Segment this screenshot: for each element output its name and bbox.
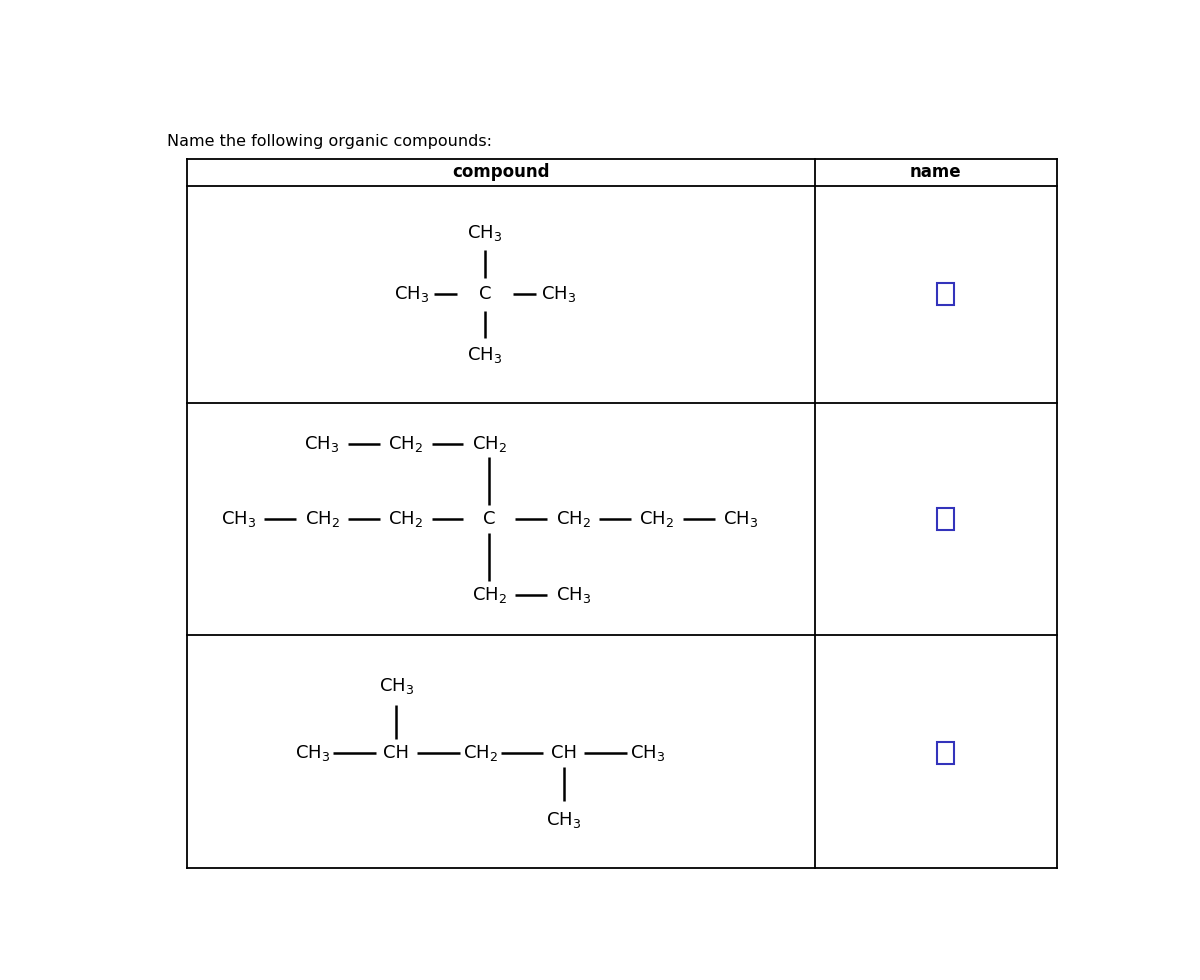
Text: CH$_2$: CH$_2$ xyxy=(472,433,506,454)
Text: CH$_3$: CH$_3$ xyxy=(467,346,503,366)
Text: C: C xyxy=(479,285,491,303)
Text: CH$_2$: CH$_2$ xyxy=(389,433,424,454)
Text: CH$_3$: CH$_3$ xyxy=(305,433,340,454)
Text: CH$_3$: CH$_3$ xyxy=(379,675,414,696)
Text: compound: compound xyxy=(452,164,550,181)
Text: CH$_3$: CH$_3$ xyxy=(540,284,576,304)
Text: CH$_2$: CH$_2$ xyxy=(472,584,506,605)
Text: Name the following organic compounds:: Name the following organic compounds: xyxy=(167,134,492,149)
Text: CH$_3$: CH$_3$ xyxy=(556,584,590,605)
Text: CH$_3$: CH$_3$ xyxy=(467,222,503,243)
Text: CH$_2$: CH$_2$ xyxy=(556,509,590,529)
Text: CH: CH xyxy=(551,744,577,762)
Text: CH$_2$: CH$_2$ xyxy=(463,743,498,763)
Text: C: C xyxy=(484,510,496,528)
Text: CH$_3$: CH$_3$ xyxy=(394,284,430,304)
Text: CH: CH xyxy=(384,744,409,762)
Text: CH$_2$: CH$_2$ xyxy=(389,509,424,529)
Text: CH$_3$: CH$_3$ xyxy=(630,743,665,763)
Text: CH$_3$: CH$_3$ xyxy=(295,743,330,763)
Text: CH$_3$: CH$_3$ xyxy=(221,509,256,529)
Text: CH$_3$: CH$_3$ xyxy=(546,810,582,830)
Text: name: name xyxy=(910,164,961,181)
Text: CH$_2$: CH$_2$ xyxy=(640,509,674,529)
Text: CH$_3$: CH$_3$ xyxy=(722,509,758,529)
Text: CH$_2$: CH$_2$ xyxy=(305,509,340,529)
